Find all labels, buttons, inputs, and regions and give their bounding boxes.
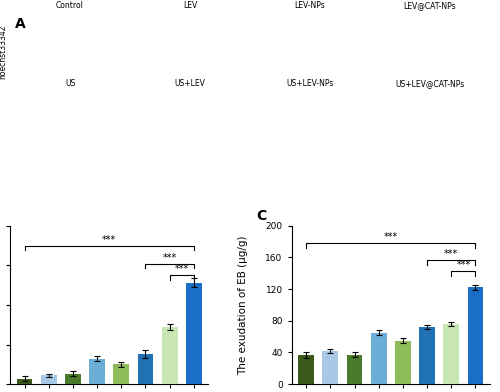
Bar: [138, 354, 154, 384]
Bar: [419, 327, 435, 384]
Text: US+LEV: US+LEV: [174, 79, 206, 88]
Bar: [41, 376, 56, 384]
Text: LEV: LEV: [183, 1, 197, 10]
Bar: [186, 283, 202, 384]
Text: LEV-NPs: LEV-NPs: [294, 1, 326, 10]
Text: C: C: [256, 209, 266, 223]
Bar: [346, 355, 362, 384]
Bar: [89, 359, 105, 384]
Bar: [322, 351, 338, 384]
Y-axis label: The exudation of EB (μg/g): The exudation of EB (μg/g): [238, 235, 248, 375]
Bar: [16, 379, 32, 384]
Bar: [371, 333, 386, 384]
Text: ***: ***: [384, 232, 398, 242]
Text: LEV@CAT-NPs: LEV@CAT-NPs: [404, 1, 456, 10]
Bar: [114, 364, 129, 384]
Bar: [468, 287, 483, 384]
Text: Control: Control: [56, 1, 84, 10]
Text: ***: ***: [162, 253, 177, 263]
Text: US+LEV-NPs: US+LEV-NPs: [286, 79, 334, 88]
Text: US+LEV@CAT-NPs: US+LEV@CAT-NPs: [396, 79, 464, 88]
Text: ***: ***: [444, 249, 458, 259]
Bar: [444, 324, 459, 384]
Bar: [395, 341, 411, 384]
Text: A: A: [15, 16, 26, 31]
Text: ***: ***: [174, 264, 189, 274]
Bar: [162, 327, 178, 384]
Text: US: US: [65, 79, 75, 88]
Text: ***: ***: [102, 235, 117, 245]
Text: ***: ***: [456, 260, 470, 270]
Bar: [65, 374, 81, 384]
Text: hoechst33342: hoechst33342: [0, 24, 8, 79]
Bar: [298, 355, 314, 384]
